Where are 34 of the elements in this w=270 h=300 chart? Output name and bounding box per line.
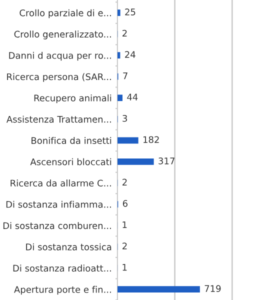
data-label: 2 <box>122 242 127 250</box>
bar <box>117 286 200 293</box>
data-label: 719 <box>204 285 221 292</box>
y-tick-label: Apertura porte e fin... <box>14 286 111 295</box>
y-tick-label: Di sostanza comburen... <box>3 222 111 230</box>
y-tick-label: Ricerca da allarme C... <box>10 180 111 187</box>
y-tick-label: Recupero animali <box>34 94 112 104</box>
y-tick-label: Crollo generalizzato... <box>14 30 111 40</box>
data-label: 6 <box>122 200 128 207</box>
data-label: 2 <box>122 178 127 186</box>
data-label: 317 <box>158 157 174 164</box>
y-tick-label: Ricerca persona (SAR... <box>7 73 111 82</box>
bar <box>117 52 120 59</box>
y-tick-label: Di sostanza radioatt... <box>13 264 111 272</box>
data-label: 1 <box>122 221 127 228</box>
y-tick-label: Crollo parziale di e... <box>20 9 111 18</box>
data-label: 7 <box>123 72 128 80</box>
bar <box>117 94 122 102</box>
data-label: 2 <box>122 30 127 37</box>
y-tick-label: Ascensori bloccati <box>30 158 112 166</box>
y-tick-label: Di sostanza infiamma... <box>6 200 111 208</box>
y-tick-label: Assistenza Trattamen... <box>6 116 111 123</box>
bar <box>117 158 154 165</box>
data-label: 25 <box>125 8 136 16</box>
data-label: 24 <box>125 51 136 58</box>
y-tick-label: Bonifica da insetti <box>32 136 112 144</box>
bar <box>117 10 120 16</box>
data-label: 3 <box>122 114 127 122</box>
y-tick-label: Di sostanza tossica <box>26 243 112 250</box>
data-label: 182 <box>143 136 159 144</box>
y-tick-label: Danni d acqua per ro... <box>9 52 111 61</box>
data-label: 1 <box>122 264 127 271</box>
data-label: 44 <box>127 94 138 100</box>
bar <box>117 137 138 144</box>
